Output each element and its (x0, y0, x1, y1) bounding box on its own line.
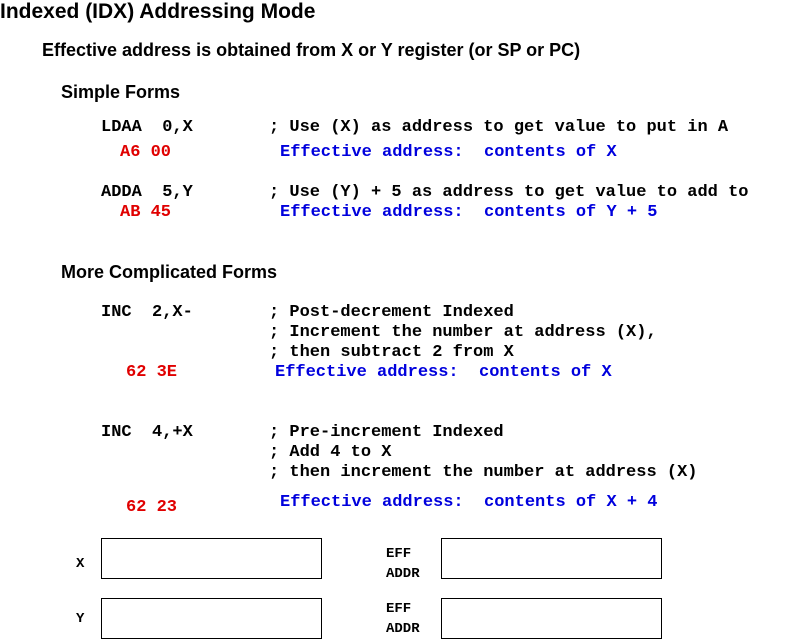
simple-ex1-comment: ; Use (X) as address to get value to put… (269, 118, 729, 137)
simple-ex2-machine-code: AB 45 (120, 203, 172, 222)
page-title: Indexed (IDX) Addressing Mode (0, 0, 316, 23)
simple-ex2-instruction: ADDA 5,Y (101, 183, 193, 202)
x-register-label: X (76, 556, 85, 572)
page-subtitle: Effective address is obtained from X or … (42, 40, 581, 60)
complicated-ex2-instruction: INC 4,+X (101, 423, 193, 442)
complicated-ex1-comment-line2: ; Increment the number at address (X), (269, 323, 657, 342)
x-effective-address-box (441, 538, 662, 579)
simple-forms-heading: Simple Forms (61, 82, 181, 102)
complicated-ex2-comment-line3: ; then increment the number at address (… (269, 463, 698, 482)
simple-ex1-machine-code: A6 00 (120, 143, 172, 162)
complicated-ex1-comment-line3: ; then subtract 2 from X (269, 343, 514, 362)
complicated-ex1-comment-line1: ; Post-decrement Indexed (269, 303, 514, 322)
complicated-forms-heading: More Complicated Forms (61, 262, 278, 282)
y-eff-label-line1: EFF (386, 601, 412, 617)
y-effective-address-box (441, 598, 662, 639)
x-register-box (101, 538, 322, 579)
x-eff-label-line1: EFF (386, 546, 412, 562)
complicated-ex2-comment-line2: ; Add 4 to X (269, 443, 392, 462)
simple-ex2-comment: ; Use (Y) + 5 as address to get value to… (269, 183, 749, 202)
x-eff-label-line2: ADDR (386, 566, 420, 582)
simple-ex2-effective-address: Effective address: contents of Y + 5 (280, 203, 658, 222)
complicated-ex2-effective-address: Effective address: contents of X + 4 (280, 493, 658, 512)
complicated-ex2-machine-code: 62 23 (126, 498, 178, 517)
complicated-ex1-machine-code: 62 3E (126, 363, 178, 382)
y-register-label: Y (76, 611, 85, 627)
complicated-ex2-comment-line1: ; Pre-increment Indexed (269, 423, 504, 442)
y-eff-label-line2: ADDR (386, 621, 420, 637)
complicated-ex1-effective-address: Effective address: contents of X (275, 363, 612, 382)
simple-ex1-effective-address: Effective address: contents of X (280, 143, 617, 162)
y-register-box (101, 598, 322, 639)
simple-ex1-instruction: LDAA 0,X (101, 118, 193, 137)
complicated-ex1-instruction: INC 2,X- (101, 303, 193, 322)
